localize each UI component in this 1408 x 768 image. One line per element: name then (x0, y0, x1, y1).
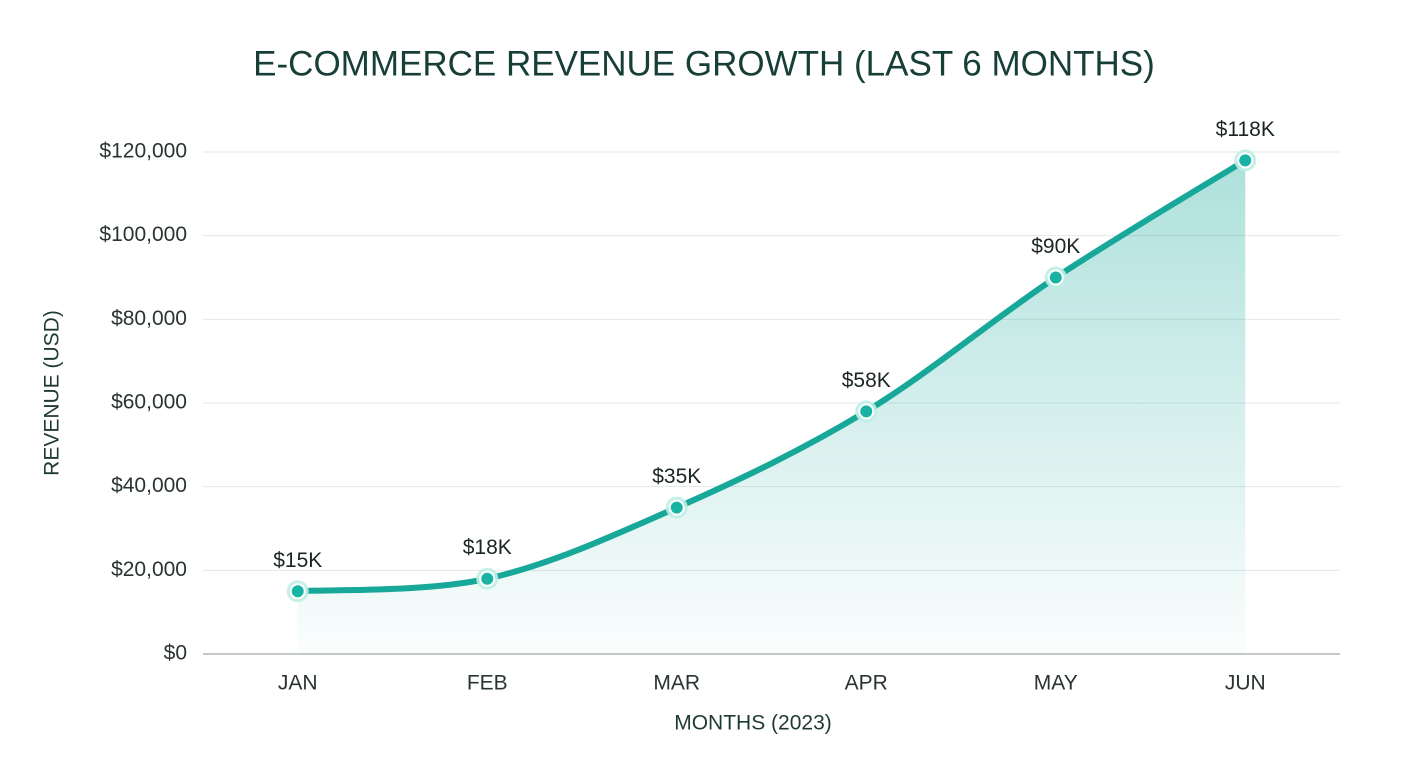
value-label: $15K (273, 549, 322, 572)
point (668, 499, 685, 516)
point (858, 403, 875, 420)
line (294, 157, 1249, 595)
value-label: $58K (842, 369, 891, 392)
y-tick-label: $40,000 (111, 474, 187, 497)
x-tick-label: FEB (467, 672, 508, 695)
value-label: $18K (463, 536, 512, 559)
y-tick-label: $0 (164, 642, 187, 665)
x-tick-label: MAR (653, 672, 700, 695)
y-tick-label: $20,000 (111, 558, 187, 581)
x-axis-title: MONTHS (2023) (674, 712, 832, 735)
y-tick-label: $120,000 (99, 140, 187, 163)
x-tick-label: JAN (278, 672, 318, 695)
x-tick-label: APR (845, 672, 888, 695)
x-tick-label: JUN (1225, 672, 1266, 695)
point (1237, 152, 1254, 169)
point (289, 583, 306, 600)
point (479, 570, 496, 587)
y-tick-label: $80,000 (111, 307, 187, 330)
point (1047, 269, 1064, 286)
value-label: $118K (1216, 118, 1275, 141)
y-tick-label: $60,000 (111, 391, 187, 414)
y-tick-label: $100,000 (99, 223, 187, 246)
area (297, 160, 1246, 654)
chart-title: E-COMMERCE REVENUE GROWTH (LAST 6 MONTHS… (253, 44, 1155, 83)
value-label: $35K (652, 465, 701, 488)
value-label: $90K (1031, 235, 1080, 258)
y-axis-title: REVENUE (USD) (41, 310, 64, 476)
x-tick-label: MAY (1034, 672, 1078, 695)
